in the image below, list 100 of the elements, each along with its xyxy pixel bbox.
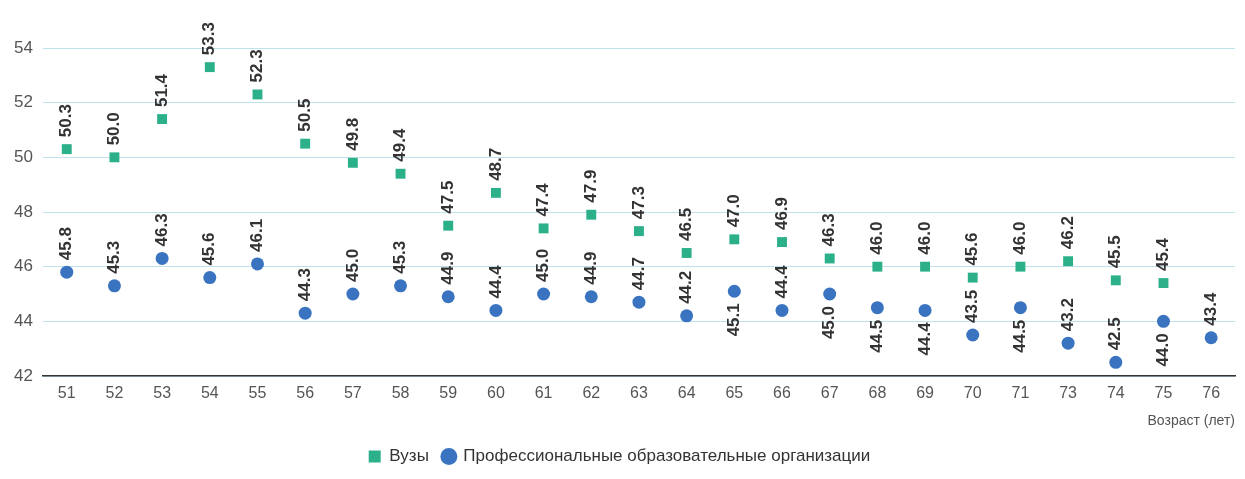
point bbox=[775, 303, 789, 317]
data-label: 44.3 bbox=[294, 268, 314, 302]
data-label: 44.2 bbox=[676, 270, 696, 304]
data-label: 44.9 bbox=[580, 251, 600, 285]
x-tick-label: 67 bbox=[820, 384, 839, 402]
point bbox=[729, 234, 740, 245]
point bbox=[632, 295, 646, 309]
point bbox=[443, 220, 454, 231]
point bbox=[109, 152, 120, 163]
point bbox=[1204, 331, 1218, 345]
data-label: 45.3 bbox=[390, 240, 410, 274]
data-label: 50.5 bbox=[294, 98, 314, 132]
data-label: 47.3 bbox=[628, 186, 648, 220]
x-tick-label: 75 bbox=[1154, 384, 1173, 402]
data-label: 45.0 bbox=[342, 248, 362, 282]
x-tick-label: 52 bbox=[105, 384, 124, 402]
data-label: 50.3 bbox=[56, 104, 76, 138]
x-tick-label: 63 bbox=[630, 384, 648, 402]
data-label: 45.1 bbox=[724, 303, 744, 337]
point bbox=[1109, 355, 1123, 369]
data-label: 45.0 bbox=[819, 306, 839, 340]
point bbox=[538, 223, 549, 234]
point bbox=[1061, 336, 1075, 350]
point bbox=[824, 253, 835, 264]
data-label: 44.5 bbox=[1010, 319, 1030, 353]
data-label: 44.4 bbox=[914, 321, 934, 356]
legend-label: Профессиональные образовательные организации bbox=[463, 446, 871, 466]
point bbox=[727, 284, 741, 298]
y-tick-label: 44 bbox=[13, 311, 33, 331]
data-label: 46.3 bbox=[819, 213, 839, 247]
point bbox=[203, 271, 217, 285]
data-label: 46.0 bbox=[914, 221, 934, 255]
point bbox=[441, 290, 455, 304]
point bbox=[680, 309, 694, 323]
point bbox=[155, 251, 169, 265]
x-tick-label: 53 bbox=[153, 384, 172, 402]
point bbox=[966, 328, 980, 342]
x-tick-label: 56 bbox=[296, 384, 315, 402]
point bbox=[394, 279, 408, 293]
x-tick-label: 59 bbox=[439, 384, 458, 402]
data-label: 52.3 bbox=[247, 49, 267, 83]
x-tick-label: 66 bbox=[773, 384, 792, 402]
y-tick-label: 46 bbox=[13, 256, 33, 276]
point bbox=[347, 157, 358, 168]
x-tick-label: 51 bbox=[57, 384, 76, 402]
x-tick-label: 58 bbox=[391, 384, 410, 402]
data-label: 50.0 bbox=[104, 112, 124, 146]
point bbox=[967, 272, 978, 283]
x-tick-label: 69 bbox=[916, 384, 935, 402]
data-label: 45.0 bbox=[533, 248, 553, 282]
point bbox=[586, 209, 597, 220]
point bbox=[395, 168, 406, 179]
y-tick-label: 52 bbox=[13, 92, 33, 112]
point bbox=[872, 261, 883, 272]
data-label: 47.9 bbox=[580, 169, 600, 203]
point bbox=[250, 257, 264, 271]
point bbox=[346, 287, 360, 301]
point bbox=[681, 248, 692, 258]
y-tick-label: 42 bbox=[13, 365, 33, 385]
point bbox=[298, 306, 312, 320]
point bbox=[870, 301, 884, 315]
point bbox=[490, 187, 501, 198]
data-label: 45.5 bbox=[1105, 235, 1125, 269]
x-tick-label: 62 bbox=[582, 384, 601, 402]
point bbox=[1063, 256, 1074, 267]
x-axis-title: Возраст (лет) bbox=[1147, 412, 1235, 429]
data-label: 46.5 bbox=[676, 207, 696, 241]
point bbox=[920, 261, 931, 272]
point bbox=[300, 138, 311, 149]
x-tick-label: 60 bbox=[487, 384, 505, 402]
point bbox=[107, 279, 121, 293]
x-tick-label: 71 bbox=[1011, 384, 1030, 402]
x-tick-label: 65 bbox=[725, 384, 744, 402]
x-tick-label: 76 bbox=[1202, 384, 1221, 402]
data-label: 49.4 bbox=[390, 128, 410, 162]
point bbox=[918, 303, 932, 317]
data-label: 44.9 bbox=[437, 251, 457, 285]
point bbox=[537, 287, 551, 301]
data-label: 46.3 bbox=[151, 213, 171, 247]
y-tick-label: 54 bbox=[13, 37, 33, 57]
data-label: 45.4 bbox=[1153, 237, 1173, 272]
point bbox=[1013, 301, 1027, 315]
data-label: 46.9 bbox=[771, 196, 791, 231]
point bbox=[157, 114, 168, 125]
data-label: 44.4 bbox=[771, 264, 791, 299]
x-tick-label: 68 bbox=[868, 384, 887, 402]
data-label: 45.6 bbox=[962, 232, 982, 266]
data-label: 42.5 bbox=[1105, 317, 1125, 351]
point bbox=[1015, 261, 1026, 272]
data-label: 51.4 bbox=[151, 73, 171, 108]
point bbox=[60, 265, 74, 279]
x-tick-label: 70 bbox=[963, 384, 982, 402]
data-label: 47.0 bbox=[724, 194, 744, 228]
data-label: 44.0 bbox=[1153, 333, 1173, 367]
data-label: 45.3 bbox=[104, 240, 124, 274]
data-label: 49.8 bbox=[342, 117, 362, 151]
point bbox=[489, 303, 503, 317]
y-tick-label: 50 bbox=[13, 147, 33, 167]
point bbox=[823, 287, 837, 301]
point bbox=[634, 226, 644, 237]
